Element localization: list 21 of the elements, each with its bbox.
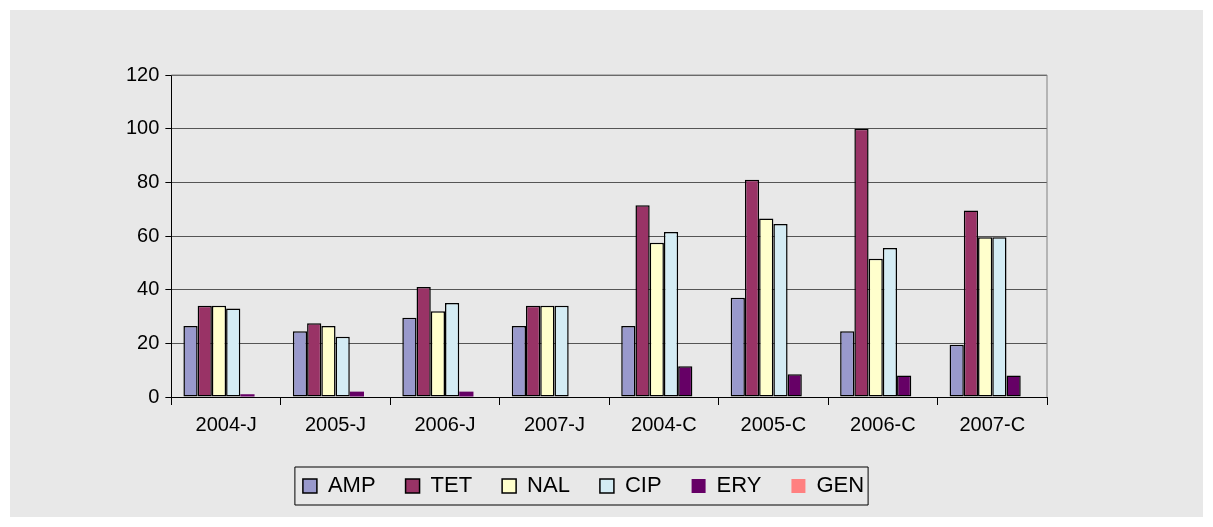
legend-label: CIP <box>624 472 662 498</box>
y-tick-label: 20 <box>137 330 160 353</box>
y-tick-label: 100 <box>125 116 160 139</box>
x-tick-label: 2007-C <box>959 412 1026 435</box>
x-tick-label: 2006-C <box>850 412 916 435</box>
legend-label: AMP <box>327 472 376 498</box>
x-tick-label: 2005-C <box>740 412 807 435</box>
y-tick-label: 60 <box>137 223 160 246</box>
y-tick-label: 80 <box>137 169 160 192</box>
y-tick-label: 0 <box>148 384 160 407</box>
x-tick-label: 2005-J <box>304 412 367 435</box>
legend-label: GEN <box>816 472 865 498</box>
y-tick-label: 120 <box>125 62 160 85</box>
x-tick-label: 2007-J <box>523 412 586 435</box>
x-tick-label: 2006-J <box>414 412 476 435</box>
x-tick-label: 2004-J <box>195 412 257 435</box>
legend-label: NAL <box>527 472 570 498</box>
legend-label: ERY <box>716 472 762 498</box>
x-tick-label: 2004-C <box>631 412 697 435</box>
y-tick-label: 40 <box>137 277 160 300</box>
legend-label: TET <box>430 472 473 498</box>
